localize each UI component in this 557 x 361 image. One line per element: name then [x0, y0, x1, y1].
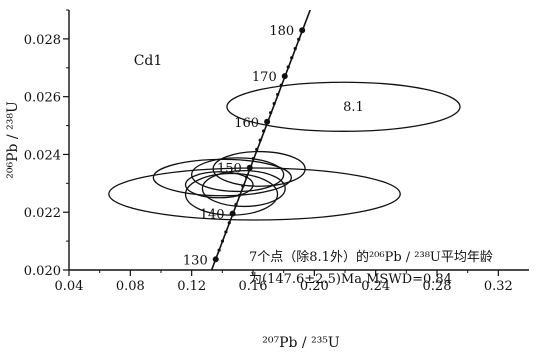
annotation-line-2: 为(147.6±2.5)Ma MSWD=0.84	[249, 272, 452, 287]
x-tick-label: 0.04	[55, 279, 84, 294]
concordia-minor-marker	[279, 83, 283, 87]
concordia-age-label: 140	[200, 208, 225, 223]
axis-layer: 0.04 0.08 0.12 0.16 0.20 0.24 0.28 0.32 0.020 0.0…	[24, 9, 529, 294]
y-tick-label: 0.026	[24, 91, 61, 106]
concordia-minor-marker	[297, 37, 301, 42]
y-tick-label: 0.020	[24, 264, 61, 279]
concordia-age-marker	[281, 73, 288, 80]
error-ellipse-8	[184, 171, 254, 199]
x-tick-label: 0.28	[423, 279, 452, 294]
concordia-minor-marker	[227, 221, 231, 225]
error-ellipse-5	[212, 150, 306, 187]
error-ellipse-2	[108, 167, 401, 221]
y-tick-label: 0.028	[24, 33, 61, 48]
concordia-age-label: 150	[217, 162, 242, 177]
x-axis-title: ²⁰⁷Pb / ²³⁵U	[262, 335, 340, 351]
label-layer: Cd1 ²⁰⁷Pb / ²³⁵U ²⁰⁶Pb / ²³⁸U 7个点（除8.1外）…	[5, 24, 493, 351]
x-tick-label: 0.32	[484, 279, 513, 294]
concordia-minor-marker	[255, 147, 259, 151]
x-tick-label: 0.20	[300, 279, 329, 294]
concordia-minor-marker	[269, 111, 273, 115]
error-ellipse-4	[191, 157, 285, 193]
concordia-minor-marker	[237, 193, 242, 197]
concordia-age-marker	[229, 210, 236, 217]
y-tick-label: 0.024	[24, 148, 61, 163]
y-axis-title: ²⁰⁶Pb / ²³⁸U	[5, 101, 21, 179]
concordia-minor-marker	[293, 46, 297, 51]
x-tick-label: 0.16	[239, 279, 268, 294]
error-ellipse-7	[201, 169, 286, 208]
ellipse-layer	[108, 81, 461, 221]
concordia-minor-marker	[286, 65, 290, 69]
concordia-age-marker	[212, 256, 219, 263]
concordia-minor-marker	[220, 239, 225, 243]
concordia-minor-marker	[217, 248, 221, 252]
concordia-minor-marker	[258, 138, 262, 142]
annotation-line-1: 7个点（除8.1外）的²⁰⁶Pb / ²³⁸U平均年龄	[249, 249, 493, 265]
concordia-age-label: 180	[269, 24, 294, 39]
x-tick-label: 0.12	[177, 279, 206, 294]
concordia-minor-marker	[276, 92, 280, 97]
error-ellipse-1	[226, 81, 461, 132]
concordia-age-marker	[299, 27, 306, 34]
concordia-layer	[210, 10, 312, 270]
concordia-minor-marker	[241, 184, 245, 188]
concordia-minor-marker	[290, 56, 294, 60]
concordia-minor-marker	[234, 202, 238, 207]
concordia-minor-marker	[244, 175, 248, 179]
y-tick-label: 0.022	[24, 206, 61, 221]
concordia-line	[210, 10, 312, 270]
sample-label: Cd1	[134, 53, 163, 69]
concordia-age-marker	[246, 164, 253, 171]
x-tick-label: 0.08	[116, 279, 145, 294]
concordia-minor-marker	[272, 101, 276, 106]
concordia-minor-marker	[262, 129, 266, 133]
concordia-age-label: 160	[234, 116, 259, 131]
concordia-age-label: 130	[183, 253, 208, 268]
concordia-age-marker	[264, 118, 271, 125]
concordia-age-label: 170	[252, 70, 277, 85]
concordia-minor-marker	[251, 156, 255, 161]
concordia-minor-marker	[224, 230, 228, 234]
x-tick-label: 0.24	[361, 279, 390, 294]
ellipse-label: 8.1	[343, 100, 364, 115]
